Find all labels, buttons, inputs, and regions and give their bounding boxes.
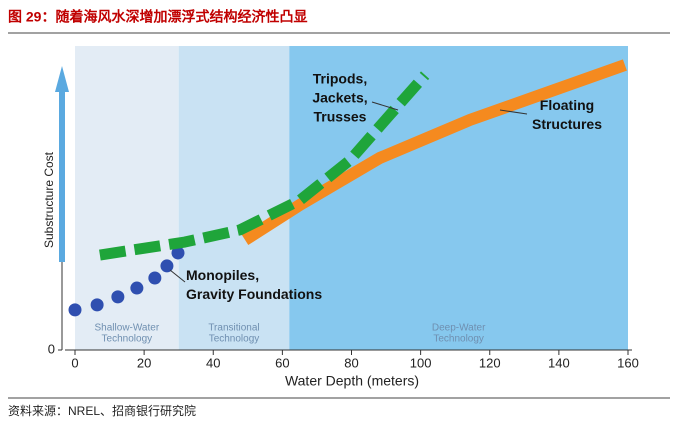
- y-axis-label: Substructure Cost: [42, 151, 56, 248]
- region-label: Shallow-Water: [95, 323, 160, 334]
- x-tick-label: 0: [71, 355, 78, 370]
- region: [289, 46, 628, 350]
- leader-line: [169, 269, 186, 283]
- leader-line: [499, 109, 528, 115]
- data-point: [90, 298, 104, 312]
- data-point: [148, 271, 162, 285]
- figure-title: 图 29：随着海风水深增加漂浮式结构经济性凸显: [8, 9, 307, 25]
- region-label: Technology: [209, 334, 260, 345]
- source: 资料来源：NREL、招商银行研究院: [8, 403, 196, 418]
- x-axis-label: Water Depth (meters): [285, 373, 419, 389]
- region: [178, 46, 290, 350]
- series-label: Jackets,: [312, 90, 367, 106]
- region: [75, 46, 179, 350]
- series-label: Gravity Foundations: [186, 286, 322, 302]
- y-axis-arrow: [55, 66, 69, 262]
- x-tick-label: 140: [548, 355, 570, 370]
- series-line: [99, 71, 430, 261]
- x-tick-label: 160: [617, 355, 639, 370]
- x-tick-label: 20: [137, 355, 151, 370]
- region-label: Transitional: [208, 323, 259, 334]
- series-label: Tripods,: [313, 71, 367, 87]
- series-label: Monopiles,: [186, 267, 259, 283]
- x-tick-label: 40: [206, 355, 220, 370]
- data-point: [160, 259, 174, 273]
- region-label: Technology: [433, 334, 484, 345]
- plot: Shallow-WaterTechnologyTransitionalTechn…: [42, 46, 639, 389]
- series-label: Trusses: [314, 109, 367, 125]
- data-point: [130, 281, 144, 295]
- x-tick-label: 60: [275, 355, 289, 370]
- region-label: Deep-Water: [432, 323, 486, 334]
- data-point: [111, 290, 125, 304]
- leader-line: [371, 101, 399, 111]
- data-point: [68, 303, 82, 317]
- region-label: Technology: [102, 334, 153, 345]
- x-tick-label: 120: [479, 355, 501, 370]
- x-tick-label: 100: [410, 355, 432, 370]
- data-point: [171, 246, 185, 260]
- series-label: Floating: [540, 97, 594, 113]
- series-label: Structures: [532, 116, 602, 132]
- y-tick-label: 0: [48, 341, 55, 356]
- x-tick-label: 80: [344, 355, 358, 370]
